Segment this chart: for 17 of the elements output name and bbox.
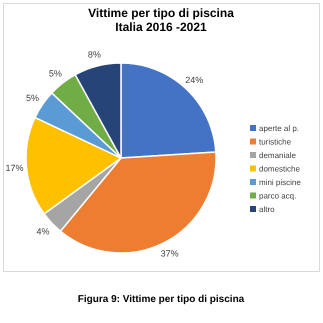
data-label: 5% [48,68,62,79]
legend-label: mini piscine [259,178,302,187]
data-label: 24% [185,75,204,86]
legend-label: aperte al p. [259,124,300,133]
data-label: 8% [88,50,101,60]
data-label: 5% [26,93,40,104]
legend-label: demaniale [259,150,296,160]
legend-label: parco acq. [259,191,296,200]
chart-title: Vittime per tipo di piscina [88,6,234,20]
data-label: 17% [5,163,24,174]
text: Figura 9: Vittime per tipo di piscina [78,294,245,305]
data-label: 37% [160,248,179,258]
legend-label: altro [259,204,276,214]
legend-label: domestiche [259,164,300,174]
data-label: 4% [36,226,50,236]
chart-subtitle: Italia 2016 -2021 [115,20,208,34]
legend-label: turistiche [259,137,292,146]
